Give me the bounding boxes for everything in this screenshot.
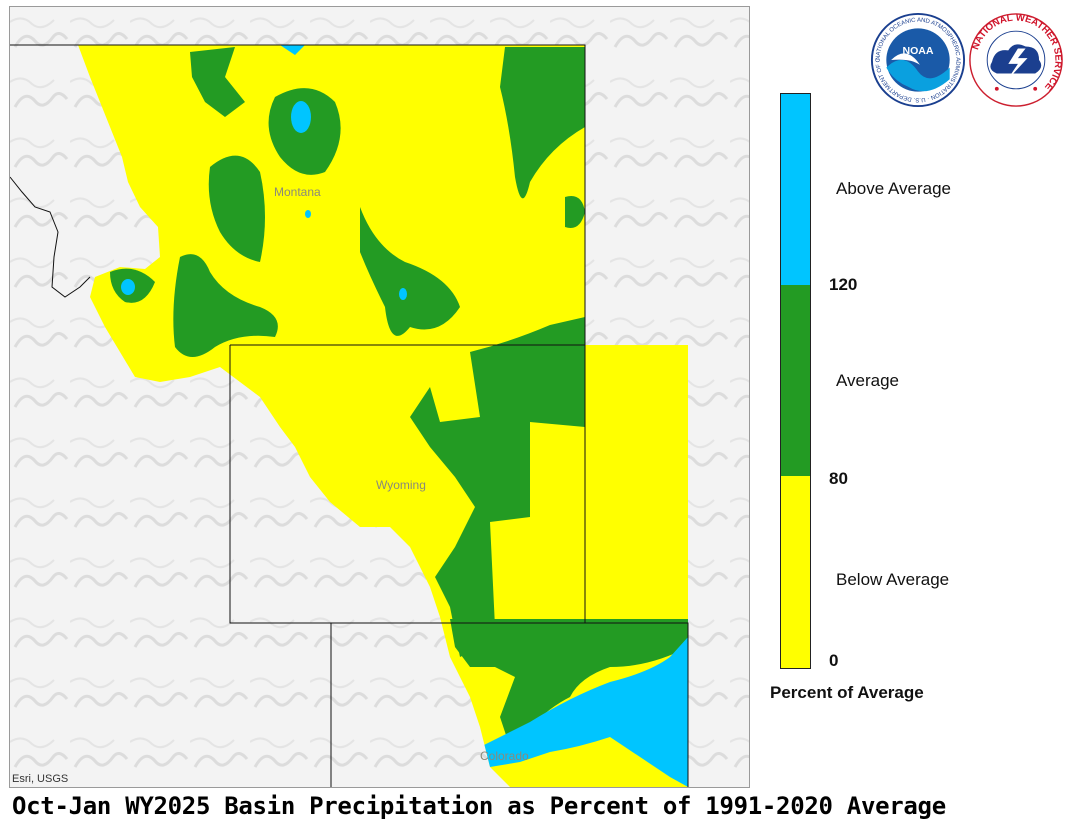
legend-label-above-average: Above Average [836,179,951,198]
map-canvas [10,7,749,787]
legend-swatch-above-average [781,94,810,285]
above-average-regions [121,45,688,787]
noaa-logo-text: NOAA [902,45,933,57]
page-title: Oct-Jan WY2025 Basin Precipitation as Pe… [12,792,946,820]
legend-title: Percent of Average [770,683,924,702]
state-label-montana: Montana [274,185,321,199]
legend-label-average: Average [836,371,900,390]
legend-color-bar [780,93,811,669]
state-label-wyoming: Wyoming [376,478,426,492]
state-label-colorado: Colorado [480,749,529,763]
map-attribution: Esri, USGS [12,773,69,785]
legend-label-below-average: Below Average [836,570,950,589]
average-regions [110,47,688,747]
legend-break-120: 120 [829,275,858,294]
state-boundaries [10,44,689,787]
legend-break-80: 80 [829,469,848,488]
legend-break-0: 0 [829,651,839,670]
nws-logo: NATIONAL WEATHER SERVICE [969,12,1063,107]
noaa-logo: NATIONAL OCEANIC AND ATMOSPHERIC ADMINIS… [870,12,966,108]
map: Montana Wyoming Colorado Esri, USGS [9,6,750,788]
legend-swatch-average [781,285,810,476]
legend-swatch-below-average [781,476,810,668]
